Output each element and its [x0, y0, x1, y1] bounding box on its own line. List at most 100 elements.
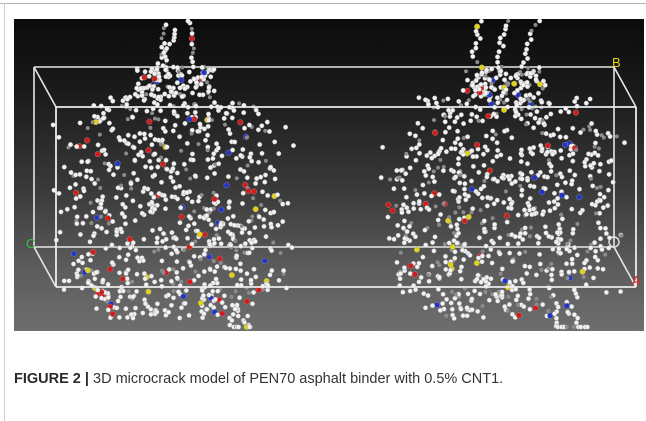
atom-hydrogen — [559, 174, 565, 180]
atom-carbon — [518, 69, 523, 74]
atom-hydrogen — [170, 166, 176, 172]
atom-carbon — [527, 234, 532, 239]
atom-hydrogen — [148, 165, 154, 171]
atom-hydrogen — [162, 54, 168, 60]
atom-hydrogen — [443, 253, 449, 259]
atom-hydrogen — [498, 68, 504, 74]
atom-hydrogen — [470, 154, 476, 160]
atom-carbon — [119, 183, 124, 188]
atom-hydrogen — [146, 83, 152, 89]
atom-carbon — [106, 221, 111, 226]
atom-oxygen — [94, 151, 101, 158]
atom-carbon — [159, 36, 164, 41]
atom-nitrogen — [563, 302, 570, 309]
atom-carbon — [526, 65, 531, 70]
atom-hydrogen — [110, 218, 116, 224]
atom-carbon — [596, 146, 601, 151]
atom-carbon — [534, 296, 539, 301]
atom-hydrogen — [103, 245, 109, 251]
atom-sulfur — [501, 106, 508, 113]
atom-hydrogen — [114, 229, 120, 235]
atom-hydrogen — [189, 199, 195, 205]
atom-hydrogen — [391, 186, 397, 192]
atom-hydrogen — [117, 245, 123, 251]
atom-hydrogen — [208, 74, 214, 80]
atom-hydrogen — [208, 222, 214, 228]
atom-carbon — [568, 238, 573, 243]
atom-hydrogen — [158, 108, 164, 114]
atom-hydrogen — [61, 278, 67, 284]
atom-hydrogen — [461, 173, 467, 179]
atom-hydrogen — [422, 227, 428, 233]
atom-hydrogen — [236, 324, 242, 330]
atom-hydrogen — [183, 288, 189, 294]
atom-hydrogen — [556, 246, 562, 252]
atom-hydrogen — [182, 120, 188, 126]
atom-carbon — [413, 188, 418, 193]
atom-oxygen — [411, 271, 418, 278]
atom-carbon — [211, 259, 216, 264]
atom-hydrogen — [465, 291, 471, 297]
atom-carbon — [598, 184, 603, 189]
atom-hydrogen — [537, 261, 543, 267]
atom-hydrogen — [90, 209, 96, 215]
atom-hydrogen — [198, 81, 204, 87]
atom-carbon — [207, 210, 212, 215]
atom-hydrogen — [149, 199, 155, 205]
atom-hydrogen — [537, 251, 543, 257]
atom-hydrogen — [464, 101, 470, 107]
atom-carbon — [85, 126, 90, 131]
atom-hydrogen — [132, 157, 138, 163]
atom-hydrogen — [134, 68, 140, 74]
atom-carbon — [171, 267, 176, 272]
atom-hydrogen — [461, 242, 467, 248]
atom-hydrogen — [592, 140, 598, 146]
atom-hydrogen — [488, 246, 494, 252]
atom-carbon — [529, 28, 534, 33]
atom-hydrogen — [226, 199, 232, 205]
atom-hydrogen — [443, 266, 449, 272]
atom-hydrogen — [226, 204, 232, 210]
atom-hydrogen — [141, 271, 147, 277]
atom-nitrogen — [434, 302, 441, 309]
atom-hydrogen — [420, 254, 426, 260]
atom-hydrogen — [501, 31, 507, 37]
atom-hydrogen — [90, 233, 96, 239]
atom-carbon — [549, 261, 554, 266]
atom-hydrogen — [583, 100, 589, 106]
atom-hydrogen — [569, 181, 575, 187]
atom-carbon — [234, 248, 239, 253]
atom-hydrogen — [185, 235, 191, 241]
atom-hydrogen — [450, 188, 456, 194]
atom-hydrogen — [77, 120, 83, 126]
atom-hydrogen — [547, 101, 553, 107]
atom-carbon — [601, 135, 606, 140]
atom-hydrogen — [542, 186, 548, 192]
atom-hydrogen — [499, 174, 505, 180]
atom-hydrogen — [479, 195, 485, 201]
atom-carbon — [506, 19, 511, 23]
atom-carbon — [564, 325, 569, 330]
atom-carbon — [502, 100, 507, 105]
atom-hydrogen — [177, 315, 183, 321]
atom-hydrogen — [123, 270, 129, 276]
atom-hydrogen — [469, 178, 475, 184]
atom-hydrogen — [456, 98, 462, 104]
atom-hydrogen — [172, 185, 178, 191]
atom-carbon — [259, 202, 264, 207]
atom-oxygen — [219, 310, 226, 317]
atom-carbon — [587, 124, 592, 129]
atom-hydrogen — [454, 114, 460, 120]
atom-hydrogen — [503, 71, 509, 77]
atom-hydrogen — [201, 269, 207, 275]
atom-hydrogen — [177, 183, 183, 189]
atom-hydrogen — [600, 205, 606, 211]
atom-hydrogen — [543, 114, 549, 120]
atom-hydrogen — [440, 137, 446, 143]
atom-nitrogen — [206, 253, 213, 260]
atom-hydrogen — [595, 257, 601, 263]
atom-carbon — [198, 257, 203, 262]
atom-carbon — [278, 198, 283, 203]
atom-hydrogen — [223, 265, 229, 271]
atom-hydrogen — [519, 176, 525, 182]
